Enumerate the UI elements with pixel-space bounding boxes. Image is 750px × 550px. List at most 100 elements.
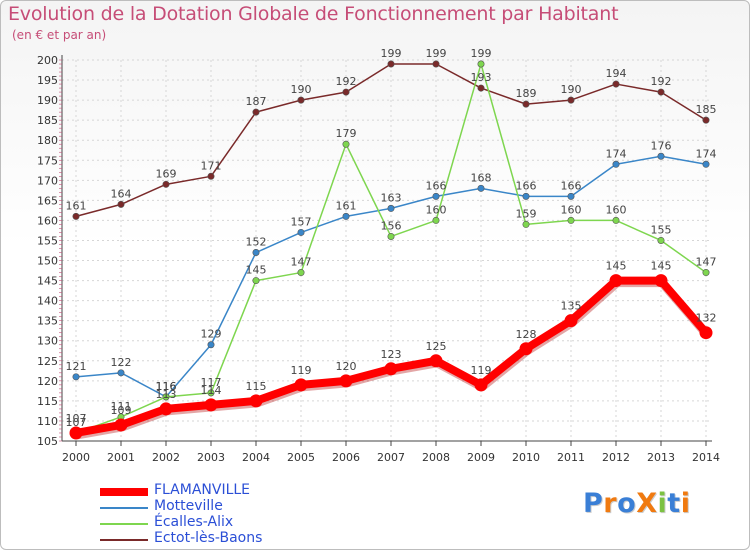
data-label: 190 [561, 83, 582, 96]
data-point [339, 374, 353, 388]
data-label: 192 [651, 75, 672, 88]
data-point [162, 180, 170, 188]
legend-item-ecalles-alix[interactable]: Écalles-Alix [100, 514, 360, 532]
proxiti-logo: ProXiti [583, 488, 690, 519]
data-point [522, 220, 530, 228]
x-tick-label: 2007 [377, 451, 405, 464]
data-point [252, 249, 260, 257]
data-point [477, 60, 485, 68]
data-label: 159 [516, 207, 537, 220]
logo-letter: o [617, 488, 637, 519]
data-point [432, 192, 440, 200]
data-point [702, 269, 710, 277]
data-point [249, 394, 263, 408]
x-tick-label: 2003 [197, 451, 225, 464]
x-tick-label: 2014 [692, 451, 720, 464]
data-label: 157 [291, 215, 312, 228]
y-tick-label: 115 [37, 395, 58, 408]
legend-label: Écalles-Alix [154, 514, 234, 530]
x-tick-label: 2005 [287, 451, 315, 464]
data-point [387, 204, 395, 212]
data-label: 111 [111, 400, 132, 413]
data-point [567, 216, 575, 224]
y-tick-label: 195 [37, 74, 58, 87]
data-point [612, 80, 620, 88]
legend-item-flamanville[interactable]: FLAMANVILLE [100, 482, 360, 500]
y-tick-label: 120 [37, 375, 58, 388]
data-label: 145 [246, 264, 267, 277]
logo-letter: X [636, 488, 658, 519]
data-point [657, 236, 665, 244]
x-tick-label: 2004 [242, 451, 270, 464]
data-point [297, 96, 305, 104]
y-tick-label: 160 [37, 214, 58, 227]
data-label: 190 [291, 83, 312, 96]
data-label: 160 [561, 203, 582, 216]
logo-letter: t [667, 488, 681, 519]
data-label: 166 [561, 179, 582, 192]
y-tick-label: 175 [37, 154, 58, 167]
y-tick-label: 155 [37, 234, 58, 247]
data-point [522, 100, 530, 108]
x-tick-label: 2008 [422, 451, 450, 464]
y-tick-label: 150 [37, 255, 58, 268]
data-label: 114 [201, 384, 222, 397]
data-label: 119 [471, 364, 492, 377]
data-label: 179 [336, 127, 357, 140]
data-point [294, 378, 308, 392]
data-label: 166 [516, 179, 537, 192]
data-label: 123 [381, 348, 402, 361]
data-label: 160 [606, 203, 627, 216]
data-label: 160 [426, 203, 447, 216]
y-tick-label: 125 [37, 355, 58, 368]
data-label: 163 [381, 191, 402, 204]
y-tick-label: 130 [37, 335, 58, 348]
data-labels: 161 164 169 171 187 190 192 199 199 193 189 190 194 1… [66, 47, 717, 429]
y-tick-label: 185 [37, 114, 58, 127]
data-point [207, 172, 215, 180]
data-label: 113 [156, 388, 177, 401]
data-label: 176 [651, 139, 672, 152]
data-point [207, 389, 215, 397]
data-point [384, 362, 398, 376]
grid [62, 59, 712, 442]
data-point [567, 96, 575, 104]
y-tick-label: 180 [37, 134, 58, 147]
data-point [612, 160, 620, 168]
y-tick-label: 200 [37, 54, 58, 67]
data-point [567, 192, 575, 200]
legend-swatch [100, 488, 148, 496]
data-label: 117 [201, 376, 222, 389]
data-label: 174 [696, 147, 717, 160]
logo-letter: r [603, 488, 618, 519]
data-label: 171 [201, 159, 222, 172]
data-label: 147 [696, 256, 717, 269]
data-point [207, 341, 215, 349]
data-point [522, 192, 530, 200]
axes: 105 110 115 120 125 130 135 140 145 150 155 160 165 1… [37, 54, 720, 464]
legend-item-motteville[interactable]: Motteville [100, 498, 360, 516]
data-label: 166 [426, 179, 447, 192]
data-label: 135 [561, 300, 582, 313]
logo-letter: P [583, 488, 604, 519]
data-label: 107 [66, 416, 87, 429]
data-label: 147 [291, 256, 312, 269]
data-label: 107 [66, 412, 87, 425]
chart-title: Evolution de la Dotation Globale de Fonc… [8, 3, 619, 25]
data-point [612, 216, 620, 224]
data-point [297, 269, 305, 277]
data-label: 169 [156, 167, 177, 180]
data-point [429, 354, 443, 368]
data-point [702, 160, 710, 168]
data-point [162, 393, 170, 401]
data-point [204, 398, 218, 412]
data-point [609, 274, 623, 288]
legend-label: Ectot-lès-Baons [154, 530, 263, 546]
data-label: 174 [606, 147, 627, 160]
logo-letter: i [657, 488, 668, 519]
data-point [699, 326, 713, 340]
x-tick-label: 2009 [467, 451, 495, 464]
data-point [477, 184, 485, 192]
data-label: 185 [696, 103, 717, 116]
legend-item-ectot-les-baons[interactable]: Ectot-lès-Baons [100, 530, 360, 548]
